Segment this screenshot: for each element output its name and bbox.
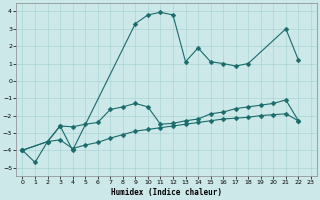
X-axis label: Humidex (Indice chaleur): Humidex (Indice chaleur) [111, 188, 222, 197]
